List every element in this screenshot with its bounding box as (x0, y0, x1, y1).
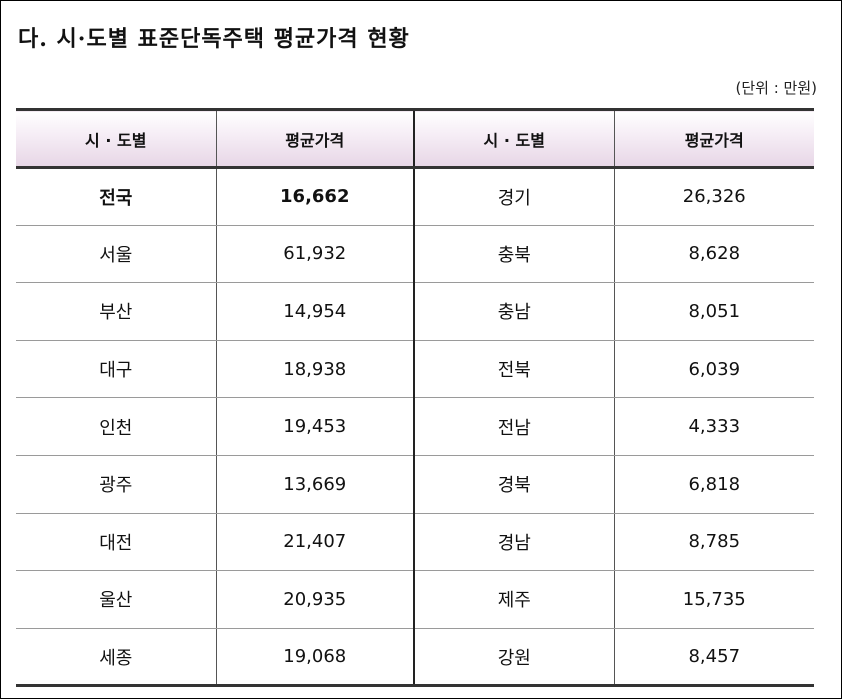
region-cell: 인천 (16, 397, 216, 456)
region-cell: 전국 (16, 167, 216, 226)
table-row: 대전 21,407 경남 8,785 (16, 513, 814, 572)
table-row: 울산 20,935 제주 15,735 (16, 570, 814, 629)
region-cell: 부산 (16, 282, 216, 341)
price-cell: 8,457 (613, 628, 814, 688)
price-cell: 15,735 (613, 570, 814, 629)
unit-note: (단위 : 만원) (735, 79, 818, 97)
price-cell: 16,662 (215, 167, 414, 226)
table-row: 광주 13,669 경북 6,818 (16, 455, 814, 514)
table-row: 대구 18,938 전북 6,039 (16, 340, 814, 399)
header-region-right: 시 · 도별 (413, 108, 614, 169)
region-cell: 광주 (16, 455, 216, 514)
price-cell: 13,669 (215, 455, 414, 514)
table-row: 세종 19,068 강원 8,457 (16, 628, 814, 688)
region-cell: 서울 (16, 225, 216, 284)
price-table: 시 · 도별 평균가격 시 · 도별 평균가격 전국 16,662 경기 26,… (16, 108, 814, 688)
table-row: 부산 14,954 충남 8,051 (16, 282, 814, 341)
header-price-right: 평균가격 (613, 108, 814, 169)
region-cell: 대전 (16, 513, 216, 572)
region-cell: 울산 (16, 570, 216, 629)
price-cell: 18,938 (215, 340, 414, 399)
region-cell: 경북 (413, 455, 614, 514)
region-cell: 대구 (16, 340, 216, 399)
price-cell: 20,935 (215, 570, 414, 629)
region-cell: 전북 (413, 340, 614, 399)
region-cell: 세종 (16, 628, 216, 688)
region-cell: 강원 (413, 628, 614, 688)
table-row: 인천 19,453 전남 4,333 (16, 397, 814, 456)
price-cell: 26,326 (613, 167, 814, 226)
table-header-row: 시 · 도별 평균가격 시 · 도별 평균가격 (16, 108, 814, 169)
region-cell: 제주 (413, 570, 614, 629)
region-cell: 충북 (413, 225, 614, 284)
price-cell: 6,818 (613, 455, 814, 514)
region-cell: 전남 (413, 397, 614, 456)
price-cell: 14,954 (215, 282, 414, 341)
header-price-left: 평균가격 (215, 108, 414, 169)
table-row: 전국 16,662 경기 26,326 (16, 167, 814, 226)
price-cell: 8,785 (613, 513, 814, 572)
price-cell: 19,068 (215, 628, 414, 688)
price-cell: 21,407 (215, 513, 414, 572)
table-row: 서울 61,932 충북 8,628 (16, 225, 814, 284)
section-title: 다. 시·도별 표준단독주택 평균가격 현황 (18, 26, 410, 52)
region-cell: 경기 (413, 167, 614, 226)
region-cell: 경남 (413, 513, 614, 572)
header-region-left: 시 · 도별 (16, 108, 216, 169)
price-cell: 8,628 (613, 225, 814, 284)
price-cell: 8,051 (613, 282, 814, 341)
price-cell: 19,453 (215, 397, 414, 456)
price-cell: 4,333 (613, 397, 814, 456)
price-cell: 61,932 (215, 225, 414, 284)
region-cell: 충남 (413, 282, 614, 341)
price-cell: 6,039 (613, 340, 814, 399)
